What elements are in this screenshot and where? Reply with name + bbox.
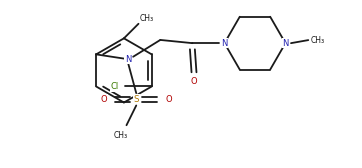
Text: N: N — [125, 55, 131, 64]
Text: O: O — [191, 77, 197, 86]
Text: CH₃: CH₃ — [311, 36, 325, 45]
Text: CH₃: CH₃ — [113, 131, 127, 140]
Text: N: N — [221, 39, 228, 48]
Text: Cl: Cl — [110, 82, 118, 91]
Text: N: N — [282, 39, 289, 48]
Text: O: O — [165, 95, 172, 104]
Text: O: O — [101, 95, 108, 104]
Text: CH₃: CH₃ — [139, 14, 153, 23]
Text: S: S — [134, 95, 139, 104]
